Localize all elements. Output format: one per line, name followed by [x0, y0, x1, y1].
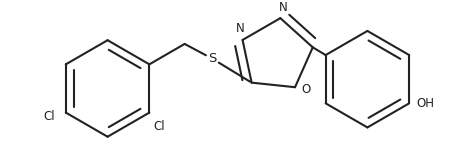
- Text: N: N: [236, 22, 244, 35]
- Text: O: O: [302, 84, 311, 97]
- Text: S: S: [208, 52, 217, 65]
- Text: Cl: Cl: [153, 120, 165, 133]
- Text: N: N: [279, 0, 287, 14]
- Text: Cl: Cl: [43, 110, 55, 123]
- Text: OH: OH: [417, 97, 435, 110]
